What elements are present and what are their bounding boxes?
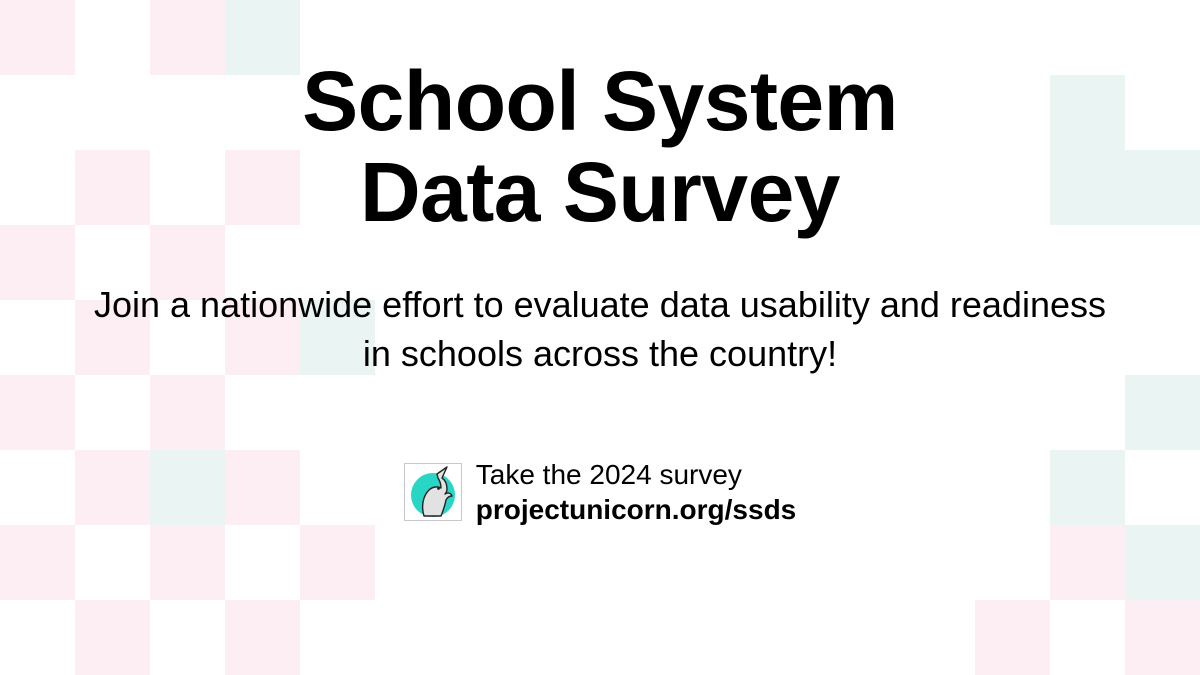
unicorn-icon	[407, 466, 459, 518]
call-to-action: Take the 2024 survey projectunicorn.org/…	[404, 457, 797, 527]
main-title: School System Data Survey	[302, 56, 898, 237]
cta-prompt: Take the 2024 survey	[476, 457, 797, 492]
cta-url: projectunicorn.org/ssds	[476, 492, 797, 527]
subtitle-text: Join a nationwide effort to evaluate dat…	[90, 281, 1110, 378]
unicorn-logo-frame	[404, 463, 462, 521]
title-line-2: Data Survey	[302, 147, 898, 238]
cta-text-block: Take the 2024 survey projectunicorn.org/…	[476, 457, 797, 527]
title-line-1: School System	[302, 56, 898, 147]
slide-content: School System Data Survey Join a nationw…	[0, 0, 1200, 675]
